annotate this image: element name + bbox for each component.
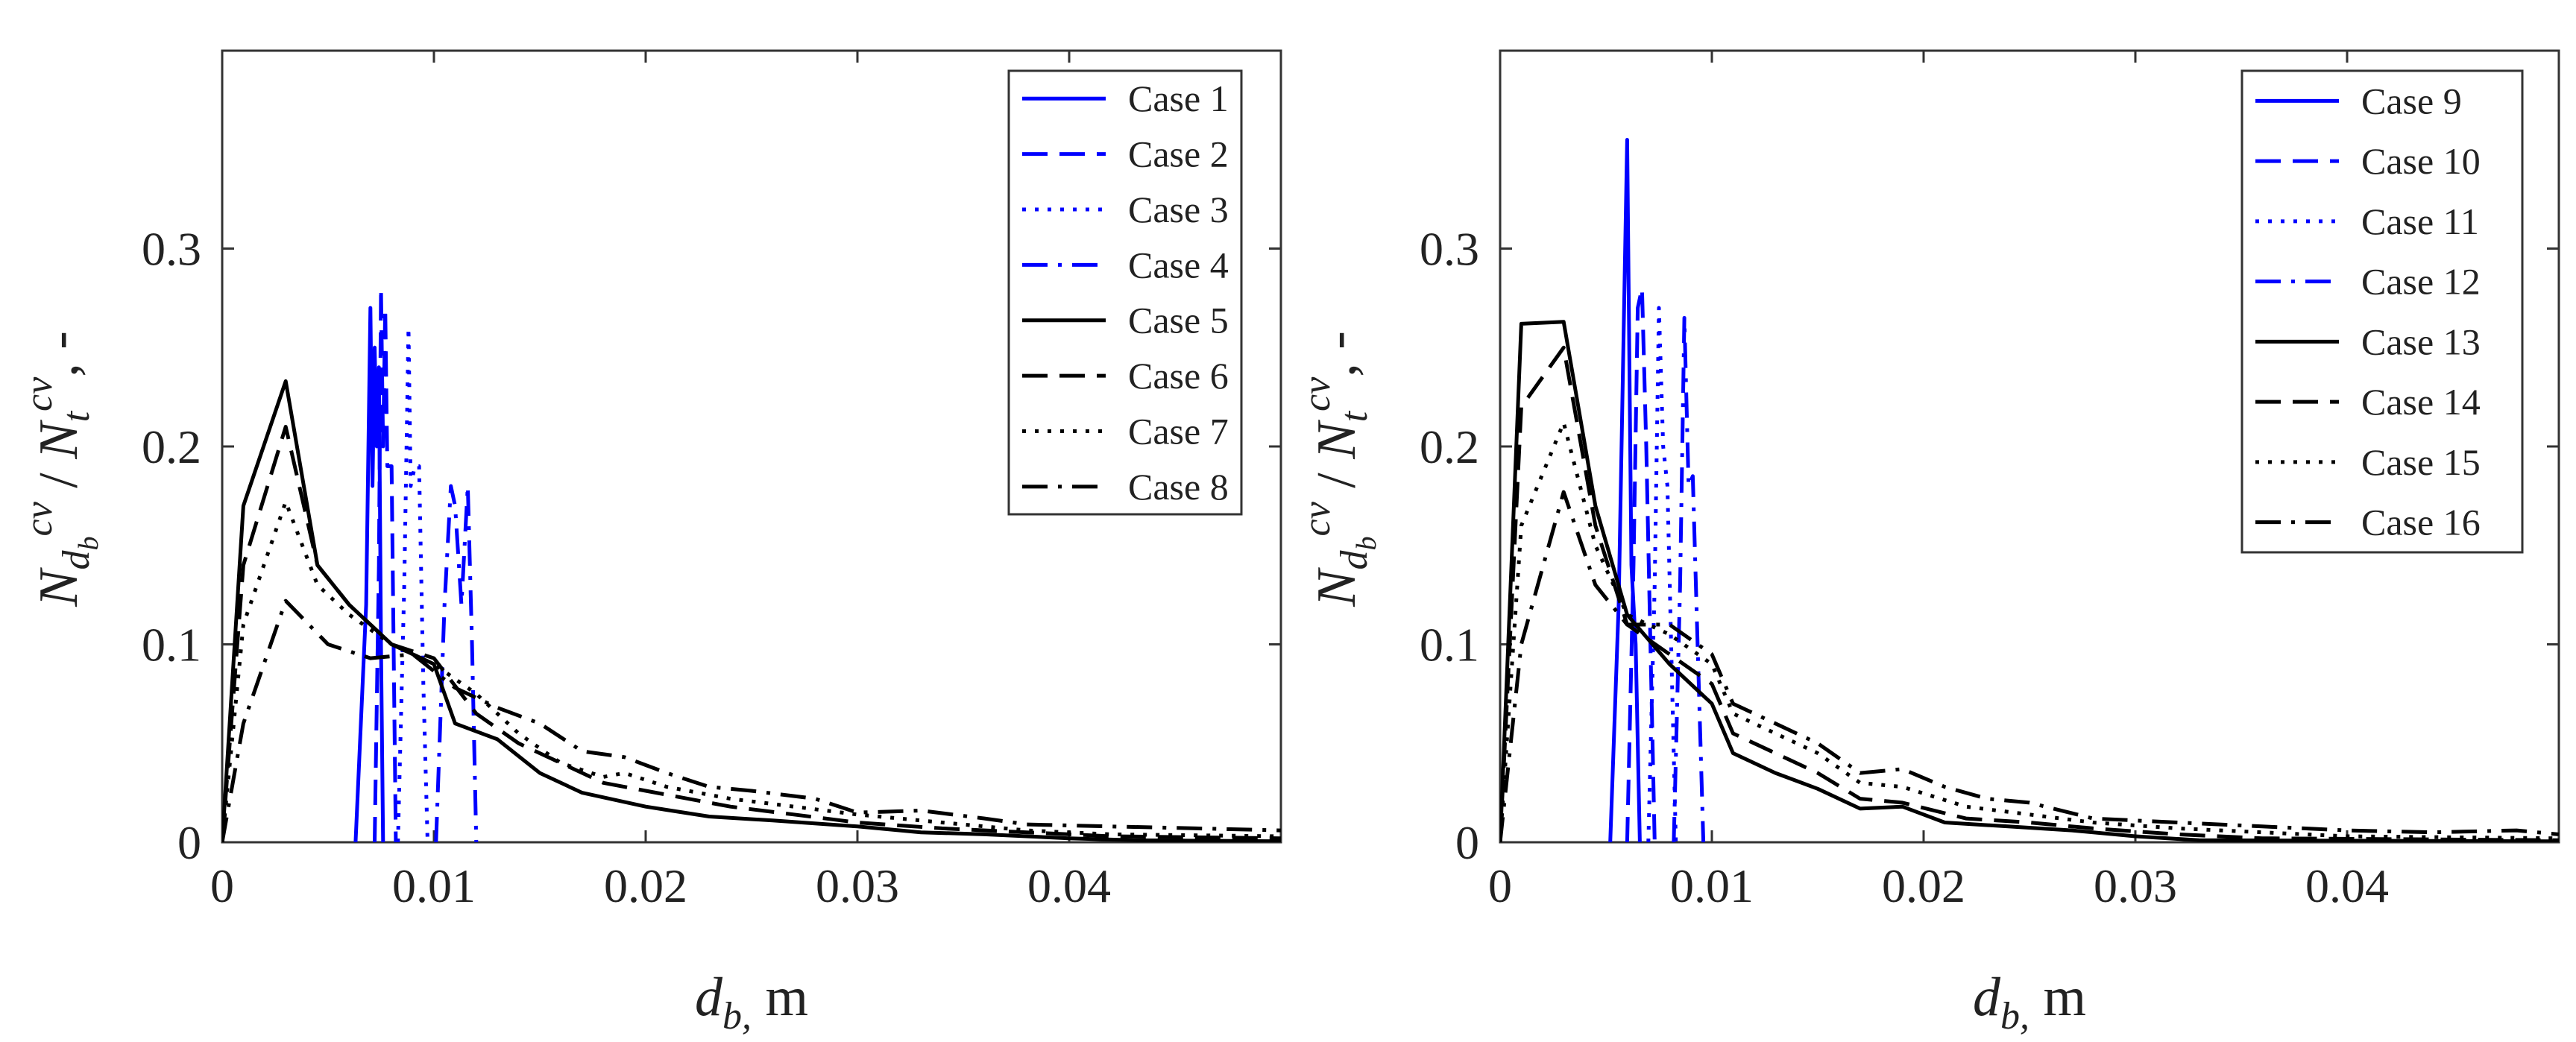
x-axis-label: db, m — [695, 967, 808, 1038]
x-tick-label: 0 — [210, 859, 234, 912]
legend-label: Case 16 — [2361, 502, 2481, 543]
legend: Case 9 Case 10 Case 11 Case 12 Case 13 Case 1… — [2240, 69, 2524, 554]
series-line-case-16 — [1500, 490, 2559, 842]
x-tick-label: 0 — [1488, 859, 1512, 912]
legend-label: Case 8 — [1128, 466, 1229, 508]
series-line-case-2 — [373, 286, 398, 842]
y-axis-label: Ndbcv / Ntcv, - — [18, 331, 104, 607]
legend-label: Case 1 — [1128, 78, 1229, 119]
y-tick-label: 0.3 — [142, 223, 201, 276]
y-axis-label: Ndbcv / Ntcv, - — [1296, 331, 1382, 607]
legend-label: Case 7 — [1128, 410, 1229, 452]
y-tick-label: 0 — [177, 816, 201, 869]
x-tick-label: 0.01 — [1670, 859, 1754, 912]
series-line-case-1 — [353, 306, 385, 842]
legend-label: Case 4 — [1128, 244, 1229, 285]
legend-label: Case 14 — [2361, 381, 2481, 423]
right-chart-panel: 0 0.01 0.02 0.03 0.04 0 0.1 0.2 0.3 db, m Ndbcv / … — [1296, 49, 2560, 1038]
series-line-case-3 — [396, 326, 429, 842]
x-axis-label: db, m — [1973, 967, 2086, 1038]
legend-label: Case 3 — [1128, 189, 1229, 230]
legend-label: Case 6 — [1128, 355, 1229, 397]
legend-label: Case 9 — [2361, 80, 2462, 121]
y-tick-label: 0 — [1455, 816, 1479, 869]
series-line-case-9 — [1608, 138, 1642, 842]
left-chart-panel: 0 0.01 0.02 0.03 0.04 0 0.1 0.2 0.3 db, m Ndbcv / … — [18, 49, 1282, 1038]
legend-label: Case 10 — [2361, 140, 2481, 182]
legend-label: Case 13 — [2361, 321, 2481, 362]
legend-label: Case 12 — [2361, 261, 2481, 303]
legend-label: Case 5 — [1128, 300, 1229, 341]
legend: Case 1 Case 2 Case 3 Case 4 Case 5 Case 6 Case… — [1007, 69, 1243, 516]
series-line-case-14 — [1500, 345, 2559, 842]
y-tick-label: 0.2 — [1420, 420, 1479, 473]
y-tick-label: 0.1 — [1420, 619, 1479, 672]
y-tick-label: 0.3 — [1420, 223, 1479, 276]
series-line-case-13 — [1500, 320, 2559, 842]
series-line-case-15 — [1500, 420, 2559, 842]
y-tick-label: 0.1 — [142, 619, 201, 672]
x-tick-label: 0.03 — [2094, 859, 2177, 912]
x-tick-label: 0.02 — [604, 859, 687, 912]
x-tick-label: 0.04 — [2305, 859, 2389, 912]
legend-box — [1007, 69, 1243, 516]
series-line-case-12 — [1672, 315, 1706, 842]
series-line-case-8 — [222, 599, 1281, 842]
legend-label: Case 2 — [1128, 133, 1229, 175]
legend-label: Case 15 — [2361, 441, 2481, 483]
x-tick-label: 0.04 — [1027, 859, 1111, 912]
x-tick-label: 0.01 — [392, 859, 476, 912]
y-tick-label: 0.2 — [142, 420, 201, 473]
x-tick-label: 0.02 — [1882, 859, 1965, 912]
series-line-case-7 — [222, 499, 1281, 842]
legend-box — [2240, 69, 2524, 554]
series-line-case-6 — [222, 425, 1281, 842]
series-line-case-4 — [434, 484, 479, 842]
legend-label: Case 11 — [2361, 200, 2479, 242]
series-line-case-11 — [1646, 306, 1678, 842]
x-tick-label: 0.03 — [816, 859, 899, 912]
